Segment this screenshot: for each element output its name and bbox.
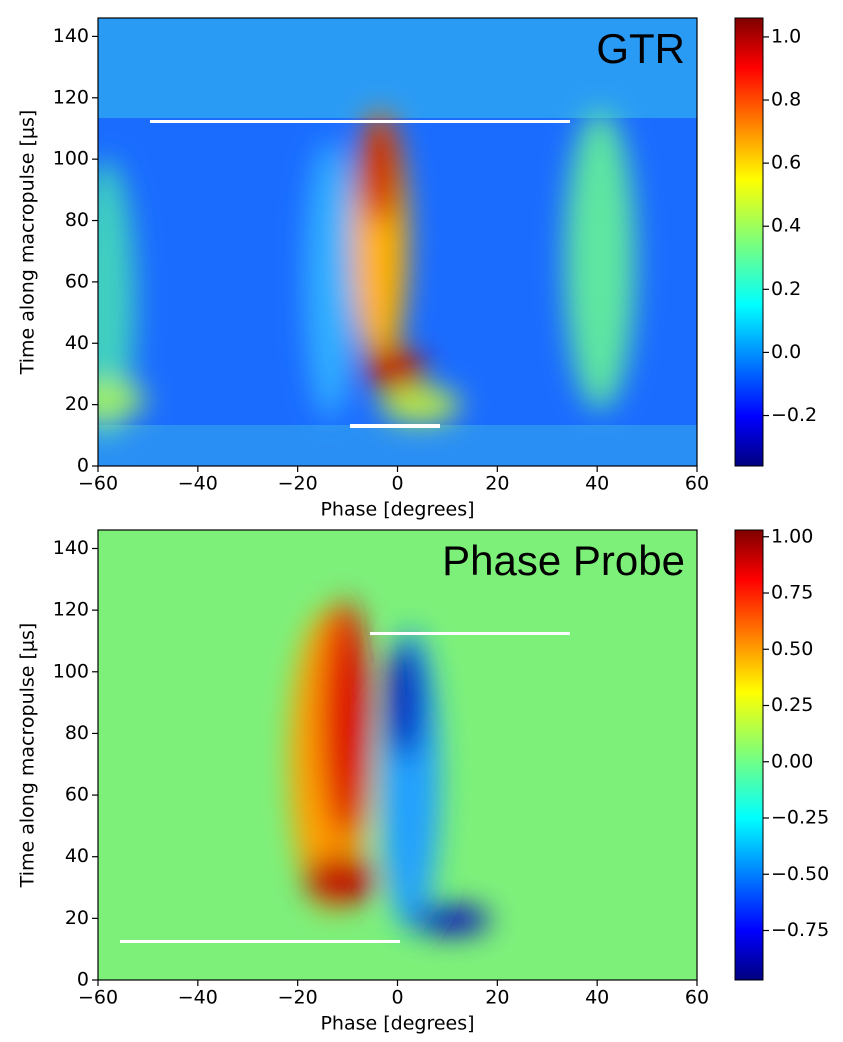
y-tick-label: 120 [53,599,89,621]
y-tick-label: 60 [65,270,89,292]
y-axis-label: Time along macropulse [μs] [17,110,39,376]
colorbar-tick-label: 0.2 [771,278,801,300]
colorbar-tick-label: 0.4 [771,215,801,237]
y-tick-label: 80 [65,722,89,744]
x-axis-label: Phase [degrees] [320,499,474,521]
x-tick-label: 0 [391,473,403,495]
y-tick-label: 20 [65,393,89,415]
y-tick-label: 140 [53,537,89,559]
colorbar-tick-label: −0.2 [771,404,817,426]
x-tick-label: 20 [485,473,509,495]
x-tick-label: −40 [178,473,218,495]
y-tick-label: 80 [65,209,89,231]
heatmap-image [98,530,697,980]
x-tick-label: −60 [78,987,118,1009]
x-tick-label: 60 [685,987,709,1009]
colorbar-tick-label: −0.75 [771,919,829,941]
y-tick-label: 0 [77,969,89,991]
x-tick-label: 0 [391,987,403,1009]
y-tick-label: 120 [53,86,89,108]
colorbar-tick-label: 0.25 [771,694,813,716]
colorbar-tick-label: 1.00 [771,525,813,547]
x-axis-label: Phase [degrees] [320,1013,474,1035]
x-tick-label: 60 [685,473,709,495]
y-tick-label: 0 [77,455,89,477]
colorbar-tick-label: −0.25 [771,807,829,829]
y-tick-label: 40 [65,332,89,354]
x-tick-label: −20 [278,987,318,1009]
annotation: Phase Probe [442,537,685,584]
y-tick-label: 20 [65,907,89,929]
colorbar-tick-label: 0.6 [771,152,801,174]
y-tick-label: 60 [65,784,89,806]
colorbar-tick-label: −0.50 [771,863,829,885]
y-tick-label: 100 [53,660,89,682]
x-tick-label: 40 [585,987,609,1009]
colorbar [734,529,764,981]
y-tick-label: 100 [53,148,89,170]
heatmap-image [98,18,697,466]
x-tick-label: −40 [178,987,218,1009]
colorbar-tick-label: 0.75 [771,582,813,604]
x-tick-label: 20 [485,987,509,1009]
x-tick-label: −60 [78,473,118,495]
colorbar-tick-label: 1.0 [771,25,801,47]
colorbar-tick-label: 0.8 [771,89,801,111]
x-tick-label: −20 [278,473,318,495]
y-tick-label: 40 [65,845,89,867]
colorbar-tick-label: 0.00 [771,750,813,772]
y-axis-label: Time along macropulse [μs] [17,623,39,889]
y-tick-label: 140 [53,25,89,47]
x-tick-label: 40 [585,473,609,495]
annotation: GTR [596,25,685,72]
colorbar-tick-label: 0.0 [771,341,801,363]
colorbar-tick-label: 0.50 [771,638,813,660]
colorbar [734,17,764,467]
